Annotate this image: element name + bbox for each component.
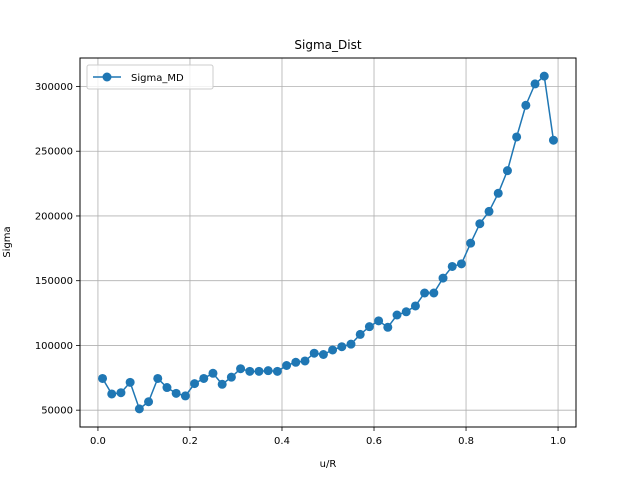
- data-point: [502, 166, 512, 176]
- x-tick-label: 0.0: [90, 436, 106, 447]
- data-point: [475, 219, 485, 229]
- y-tick-label: 200000: [35, 211, 73, 222]
- data-point: [318, 349, 328, 359]
- legend-marker: [102, 72, 112, 82]
- y-tick-label: 250000: [35, 147, 73, 158]
- data-point: [236, 364, 246, 374]
- data-point: [374, 316, 384, 326]
- data-point: [309, 348, 319, 358]
- data-point: [144, 397, 154, 407]
- data-point: [272, 366, 282, 376]
- data-point: [346, 339, 356, 349]
- data-point: [125, 377, 135, 387]
- data-point: [208, 368, 218, 378]
- data-point: [171, 388, 181, 398]
- data-point: [539, 71, 549, 81]
- data-point: [300, 356, 310, 366]
- data-point: [337, 342, 347, 352]
- data-point: [401, 307, 411, 317]
- y-tick-label: 100000: [35, 341, 73, 352]
- data-point: [383, 322, 393, 332]
- data-point: [548, 135, 558, 145]
- data-point: [447, 261, 457, 271]
- data-point: [484, 206, 494, 216]
- x-axis-label: u/R: [320, 459, 337, 470]
- tick-layer: 0.0 0.2 0.4 0.6 0.8 1.0 50000 100000 150000 20000…: [35, 82, 566, 447]
- data-point: [466, 238, 476, 248]
- data-point: [263, 366, 273, 376]
- data-point: [226, 372, 236, 382]
- plot-layer: [98, 71, 558, 414]
- y-tick-label: 300000: [35, 82, 73, 93]
- data-point: [392, 310, 402, 320]
- data-point: [116, 388, 126, 398]
- data-point: [254, 366, 264, 376]
- data-point: [282, 361, 292, 370]
- data-point: [364, 322, 374, 332]
- legend-label: Sigma_MD: [131, 73, 184, 84]
- data-point: [153, 373, 163, 383]
- data-point: [456, 259, 466, 269]
- data-point: [355, 329, 365, 339]
- data-point: [134, 404, 144, 414]
- plot-frame: [79, 57, 577, 428]
- data-point: [530, 79, 540, 89]
- data-point: [521, 100, 531, 110]
- data-point: [190, 379, 200, 389]
- y-axis-label: Sigma: [2, 226, 13, 257]
- y-tick-label: 50000: [41, 406, 73, 417]
- y-tick-label: 150000: [35, 276, 73, 287]
- x-tick-label: 0.4: [274, 436, 290, 447]
- data-point: [217, 379, 227, 389]
- legend-box: [86, 64, 214, 90]
- data-point: [291, 357, 301, 367]
- x-tick-label: 0.8: [458, 436, 474, 447]
- x-tick-label: 0.2: [182, 436, 198, 447]
- data-point: [438, 273, 448, 283]
- x-tick-label: 1.0: [550, 436, 566, 447]
- data-point: [410, 301, 420, 311]
- data-point: [199, 373, 209, 383]
- data-point: [180, 391, 190, 401]
- data-point: [512, 132, 522, 142]
- data-point: [429, 288, 439, 298]
- data-point: [98, 373, 108, 383]
- data-point: [493, 188, 503, 198]
- data-point: [245, 366, 255, 376]
- data-point: [328, 345, 338, 355]
- legend: Sigma_MD: [86, 64, 214, 90]
- data-point: [107, 389, 117, 399]
- data-point: [162, 383, 172, 393]
- x-tick-label: 0.6: [366, 436, 382, 447]
- data-point: [420, 288, 430, 298]
- grid-layer: [80, 58, 576, 427]
- chart-title: Sigma_Dist: [294, 38, 361, 52]
